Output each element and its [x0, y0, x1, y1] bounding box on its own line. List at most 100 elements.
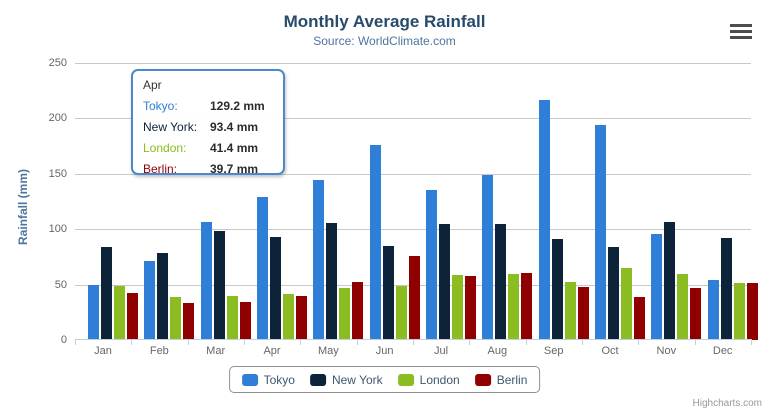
tooltip-row: Tokyo: 129.2 mm: [143, 99, 273, 114]
legend-item-tokyo[interactable]: Tokyo: [241, 372, 295, 387]
column-bar-tokyo-feb[interactable]: [144, 260, 156, 340]
column-bar-new-york-jun[interactable]: [382, 246, 394, 340]
legend-item-london[interactable]: London: [397, 372, 460, 387]
y-axis-tick-label: 200: [48, 112, 67, 125]
hamburger-menu-icon[interactable]: [727, 19, 755, 41]
column-bar-new-york-sep[interactable]: [551, 238, 563, 340]
column-bar-london-nov[interactable]: [677, 274, 689, 340]
column-bar-tokyo-may[interactable]: [313, 180, 325, 340]
x-axis-tick: [244, 340, 245, 345]
column-bar-london-dec[interactable]: [733, 283, 745, 340]
x-axis-tick: [751, 340, 752, 345]
column-bar-tokyo-jun[interactable]: [369, 145, 381, 340]
column-bar-london-jan[interactable]: [114, 285, 125, 340]
column-bar-berlin-jul[interactable]: [465, 276, 476, 340]
x-axis-tick-label: Apr: [263, 345, 281, 357]
y-axis-tick-label: 250: [48, 57, 67, 69]
column-bar-tokyo-jan[interactable]: [88, 284, 99, 340]
x-axis-tick-label: Sep: [543, 345, 564, 357]
tooltip-series-value: 93.4 mm: [210, 120, 259, 134]
chart-title: Monthly Average Rainfall: [283, 12, 486, 31]
legend-item-label: New York: [331, 372, 383, 387]
column-bar-tokyo-dec[interactable]: [707, 279, 719, 340]
tooltip-rows: Tokyo: 129.2 mm New York: 93.4 mm London: 41.…: [143, 99, 273, 177]
column-bar-london-aug[interactable]: [508, 273, 520, 340]
column-bar-london-jul[interactable]: [452, 274, 463, 340]
column-bar-new-york-may[interactable]: [326, 222, 338, 340]
column-bar-berlin-nov[interactable]: [690, 288, 702, 340]
column-bar-berlin-oct[interactable]: [634, 296, 645, 340]
tooltip-row: London: 41.4 mm: [143, 141, 273, 156]
column-bar-london-sep[interactable]: [564, 281, 576, 340]
x-axis-tick-label: Jan: [94, 345, 112, 357]
column-bar-new-york-nov[interactable]: [664, 221, 676, 340]
column-bar-berlin-feb[interactable]: [183, 303, 195, 340]
column-bar-tokyo-mar[interactable]: [200, 222, 212, 340]
column-bar-berlin-mar[interactable]: [239, 301, 251, 340]
column-bar-berlin-jun[interactable]: [408, 256, 420, 340]
column-bar-tokyo-aug[interactable]: [482, 175, 494, 340]
column-bar-london-may[interactable]: [339, 287, 351, 340]
x-axis-tick-label: Nov: [656, 345, 677, 357]
column-bar-berlin-aug[interactable]: [521, 273, 533, 340]
hamburger-bar: [730, 24, 752, 27]
column-bar-new-york-aug[interactable]: [495, 224, 507, 340]
x-axis-tick: [525, 340, 527, 345]
column-bar-tokyo-nov[interactable]: [651, 234, 663, 340]
column-bar-new-york-mar[interactable]: [213, 230, 225, 340]
legend-swatch: [397, 373, 414, 386]
x-axis-tick: [413, 340, 414, 345]
legend-item-new-york[interactable]: New York: [309, 372, 383, 387]
column-bar-tokyo-jul[interactable]: [426, 189, 437, 340]
column-bar-london-oct[interactable]: [621, 267, 632, 340]
column-bar-tokyo-oct[interactable]: [595, 124, 606, 340]
column-bar-london-mar[interactable]: [226, 296, 238, 340]
gridline: [75, 229, 751, 231]
column-bar-london-apr[interactable]: [283, 294, 294, 340]
gridline: [75, 118, 751, 120]
column-bar-new-york-feb[interactable]: [157, 252, 169, 340]
x-axis-tick-label: May: [317, 345, 339, 357]
column-bar-berlin-jan[interactable]: [127, 293, 138, 340]
x-axis-tick: [131, 340, 133, 345]
column-bar-new-york-jul[interactable]: [439, 223, 450, 340]
tooltip-series-label: Tokyo:: [143, 99, 178, 113]
column-bar-tokyo-apr[interactable]: [257, 196, 268, 340]
x-axis-tick: [638, 340, 640, 345]
column-bar-berlin-may[interactable]: [352, 281, 364, 340]
x-axis-tick-label: Oct: [601, 345, 619, 357]
x-axis-tick: [356, 340, 358, 345]
column-bar-berlin-dec[interactable]: [746, 283, 758, 340]
tooltip-series-value: 129.2 mm: [210, 99, 265, 113]
legend-item-label: Tokyo: [263, 372, 295, 387]
chart-subtitle: Source: WorldClimate.com: [313, 34, 456, 48]
tooltip-header: Apr: [143, 78, 162, 92]
column-bar-berlin-sep[interactable]: [577, 287, 589, 340]
column-bar-new-york-oct[interactable]: [608, 247, 619, 340]
hamburger-bar: [730, 36, 752, 39]
tooltip-series-value: 41.4 mm: [210, 141, 259, 155]
legend-item-berlin[interactable]: Berlin: [474, 373, 527, 387]
x-axis-tick: [582, 340, 583, 345]
column-bar-tokyo-sep[interactable]: [538, 100, 550, 340]
column-bar-new-york-apr[interactable]: [270, 236, 281, 340]
highcharts-credit[interactable]: Highcharts.com: [692, 398, 762, 409]
column-bar-berlin-apr[interactable]: [296, 296, 307, 340]
x-axis-tick-label: Mar: [206, 345, 226, 357]
x-axis-tick-label: Jul: [433, 345, 449, 357]
tooltip-series-label: New York:: [143, 120, 198, 134]
legend: Tokyo New York London Berlin: [228, 366, 541, 393]
x-axis-tick-label: Aug: [487, 345, 508, 357]
x-axis-line: [75, 339, 752, 340]
column-bar-new-york-dec[interactable]: [720, 237, 732, 340]
plot-area: [75, 63, 758, 340]
legend-swatch: [309, 373, 326, 386]
legend-item-label: London: [419, 372, 460, 387]
legend-swatch: [241, 373, 258, 386]
column-bar-london-feb[interactable]: [170, 297, 182, 340]
gridline: [75, 173, 751, 175]
x-axis-tick: [300, 340, 302, 345]
x-axis-tick: [694, 340, 696, 345]
column-bar-london-jun[interactable]: [395, 286, 407, 340]
column-bar-new-york-jan[interactable]: [101, 247, 112, 340]
